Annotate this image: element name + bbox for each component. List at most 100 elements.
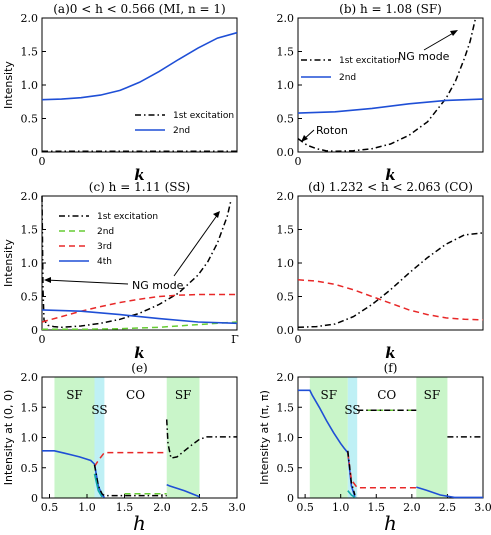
region-band — [166, 377, 200, 498]
x-tick-label: 0 — [39, 333, 46, 346]
series-line — [42, 450, 105, 498]
y-tick-label: 0 — [31, 492, 38, 505]
x-tick-label: 2.0 — [153, 501, 171, 514]
annotation-arrow — [173, 213, 219, 277]
y-tick-label: 0.0 — [277, 324, 295, 337]
y-tick-label: 0.5 — [277, 462, 295, 475]
x-tick-label: 1.0 — [78, 501, 96, 514]
annotation-arrow — [423, 31, 456, 51]
y-tick-label: 1.0 — [21, 432, 39, 445]
series-line — [93, 451, 167, 467]
y-tick-label: 1.5 — [277, 46, 295, 59]
x-tick-label: 2.0 — [403, 501, 421, 514]
series-line — [41, 309, 238, 325]
legend-entry: 1st excitation — [339, 56, 400, 66]
x-tick-label: 0 — [39, 155, 46, 168]
legend-entry: 4th — [97, 257, 112, 267]
panel-title: (e) — [131, 361, 147, 375]
y-tick-label: 0 — [31, 324, 38, 337]
region-label: SS — [91, 403, 107, 417]
x-tick-label: 1.5 — [116, 501, 134, 514]
series-line — [297, 232, 484, 329]
region-band — [54, 377, 95, 498]
annotation-ng-mode: NG mode — [398, 50, 450, 63]
plot-frame — [297, 195, 484, 331]
y-tick-label: 0.5 — [21, 291, 39, 304]
y-tick-label: 1.5 — [21, 401, 39, 414]
y-tick-label: 1.0 — [277, 432, 295, 445]
x-axis-title: h — [133, 511, 146, 535]
series-line — [297, 98, 484, 114]
y-tick-label: 0.5 — [21, 462, 39, 475]
annotation-arrow — [45, 279, 129, 285]
y-tick-label: 0.5 — [277, 113, 295, 126]
x-tick-label: 2.5 — [191, 501, 209, 514]
x-axis-title: k — [134, 344, 144, 362]
legend-entry: 2nd — [97, 227, 114, 237]
series-line — [297, 17, 477, 153]
panel-title: (b) h = 1.08 (SF) — [339, 2, 442, 16]
y-tick-label: 2.0 — [21, 12, 39, 25]
legend-entry: 2nd — [173, 126, 190, 136]
y-tick-label: 1.5 — [277, 224, 295, 237]
series-line — [347, 450, 356, 496]
region-label: SF — [175, 388, 192, 402]
y-tick-label: 0 — [287, 492, 294, 505]
plot-frame — [41, 17, 238, 153]
y-tick-label: 0 — [31, 146, 38, 159]
y-tick-label: 0.5 — [277, 291, 295, 304]
x-tick-label: Γ — [231, 333, 239, 346]
arrow-head — [44, 277, 51, 283]
series-line — [166, 483, 200, 498]
legend-entry: 3rd — [97, 242, 112, 252]
x-tick-label: 1.0 — [332, 501, 350, 514]
x-tick-label: 0.5 — [41, 501, 59, 514]
region-band — [347, 377, 358, 498]
series-line — [297, 279, 484, 321]
annotation-ng-mode: NG mode — [132, 279, 184, 292]
legend-entry: 1st excitation — [173, 111, 234, 121]
series-line — [93, 464, 167, 497]
y-tick-label: 1.5 — [21, 224, 39, 237]
region-band — [94, 377, 105, 498]
y-axis-title: Intensity at (π, π) — [258, 390, 271, 485]
y-tick-label: 0.5 — [21, 113, 39, 126]
y-tick-label: 0.0 — [277, 146, 295, 159]
x-axis-title: k — [385, 166, 395, 184]
y-tick-label: 1.0 — [277, 257, 295, 270]
y-tick-label: 1.0 — [21, 79, 39, 92]
panel-b: 2.0 1.5 1.0 0.5 0.00 (b) h = 1.08 (SF) k 1st ex… — [277, 2, 484, 184]
panel-title: (c) h = 1.11 (SS) — [89, 180, 190, 194]
region-label: CO — [126, 388, 145, 402]
y-tick-label: 1.0 — [21, 257, 39, 270]
y-axis-title: Intensity — [2, 239, 15, 287]
region-label: SS — [344, 403, 360, 417]
x-tick-label: 3.0 — [228, 501, 246, 514]
region-label: SF — [321, 388, 338, 402]
panel-title: (d) 1.232 < h < 2.063 (CO) — [308, 180, 473, 194]
x-axis-title: k — [385, 344, 395, 362]
panel-a: 2.0 1.5 1.0 0.5 00 (a)0 < h < 0.566 (MI, n = … — [2, 2, 238, 184]
series-line — [416, 486, 483, 499]
series-line — [41, 31, 238, 101]
y-tick-label: 2.0 — [277, 190, 295, 203]
x-tick-label: 2.5 — [439, 501, 457, 514]
x-axis-title: k — [134, 166, 144, 184]
y-axis-title: Intensity at (0, 0) — [2, 390, 15, 486]
y-tick-label: 1.0 — [277, 79, 295, 92]
y-tick-label: 1.5 — [21, 46, 39, 59]
arrow-head — [450, 30, 458, 36]
y-tick-label: 2.0 — [277, 371, 295, 384]
panel-d: 2.0 1.5 1.0 0.5 0.00 (d) 1.232 < h < 2.063 (C… — [277, 180, 484, 362]
y-tick-label: 2.0 — [21, 190, 39, 203]
x-tick-label: 3.0 — [474, 501, 491, 514]
y-tick-label: 2.0 — [277, 12, 295, 25]
panel-title: (f) — [384, 361, 398, 375]
series-line — [165, 419, 237, 459]
region-band — [309, 377, 348, 498]
legend-entry: 2nd — [339, 73, 356, 83]
series-line — [347, 490, 356, 499]
